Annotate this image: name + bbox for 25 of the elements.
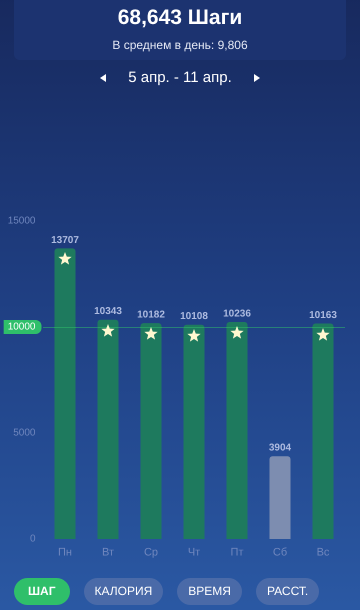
text: ШАГ — [14, 578, 70, 605]
data-label: 10108 — [180, 311, 208, 322]
y-tick-label: 0 — [30, 534, 36, 544]
chart-title: 68,643 Шаги — [116, 6, 244, 30]
data-label: 13707 — [51, 234, 80, 246]
data-label: 10182 — [137, 310, 166, 321]
y-tick-label: 15000 — [8, 216, 36, 226]
text: КАЛОРИЯ — [84, 578, 164, 605]
y-tick-label: 5000 — [13, 428, 36, 438]
data-label: 10236 — [223, 308, 252, 320]
x-tick-label: Вс — [316, 546, 330, 558]
data-label: 10163 — [309, 310, 338, 322]
data-label: 3904 — [268, 442, 292, 454]
x-tick-label: Сб — [272, 546, 288, 558]
chart-subtitle: В среднем в день: 9,806 — [111, 38, 249, 52]
x-tick-label: Пт — [230, 546, 244, 558]
data-label: 10343 — [94, 306, 122, 318]
x-tick-label: Чт — [188, 546, 200, 558]
text: 5 апр. - 11 апр. — [128, 69, 232, 86]
text: ВРЕМЯ — [177, 578, 242, 605]
x-tick-label: Вт — [102, 546, 114, 558]
ref-line-label: 10000 — [8, 322, 36, 332]
x-tick-label: Ср — [144, 546, 158, 558]
x-tick-label: Пн — [58, 546, 72, 558]
text: РАССТ. — [256, 578, 320, 605]
